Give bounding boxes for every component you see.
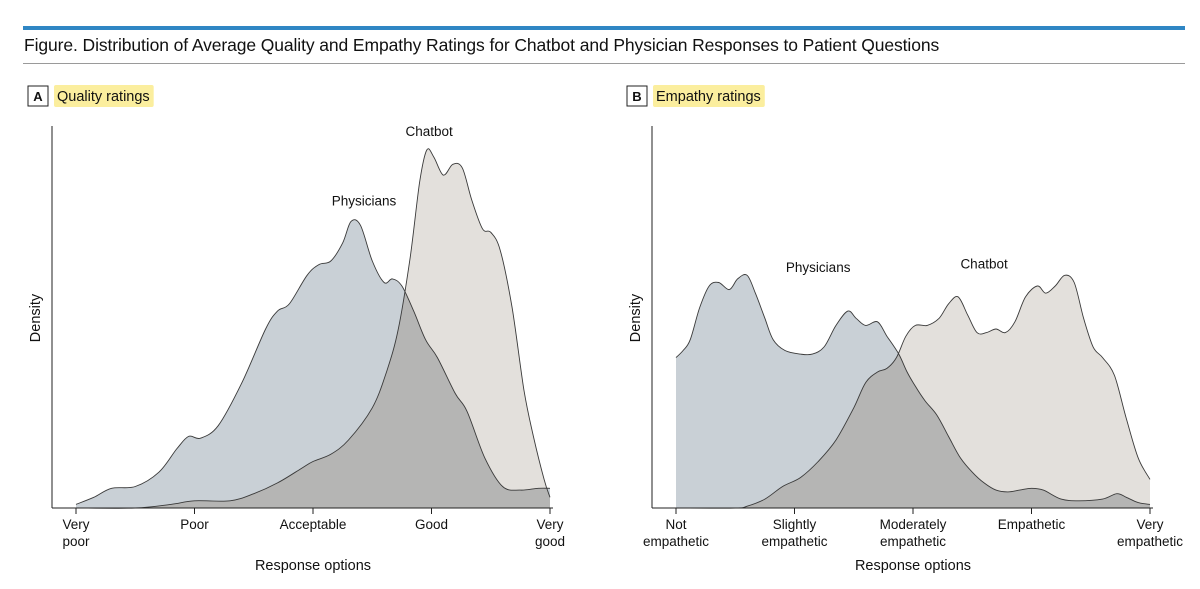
x-tick-label: Empathetic: [998, 517, 1066, 532]
series-label-physicians: Physicians: [786, 260, 851, 275]
panel-letter-box: [27, 85, 49, 107]
x-tick-label: poor: [62, 534, 90, 549]
panel-a: A Quality ratings Very poor Poor Acceptable Go…: [27, 85, 565, 574]
x-axis-title: Response options: [255, 558, 371, 574]
x-axis-title: Response options: [855, 558, 971, 574]
x-tick-label: Slightly: [773, 517, 817, 532]
x-tick-label: Very: [536, 517, 563, 532]
physicians-density-line: [675, 274, 1151, 505]
x-tick-label: Very: [1136, 517, 1163, 532]
figure-title: Figure. Distribution of Average Quality …: [24, 35, 940, 55]
series-label-chatbot: Chatbot: [960, 256, 1008, 271]
panel-title: Empathy ratings: [656, 89, 761, 105]
x-tick-label: Very: [62, 517, 89, 532]
panel-b: B Empathy ratings Not empathetic Slightly emp…: [626, 85, 1183, 574]
panel-letter: A: [33, 89, 43, 104]
chatbot-density-line: [675, 274, 1151, 509]
x-tick-label: Moderately: [880, 517, 947, 532]
x-tick-label: good: [535, 534, 565, 549]
series-label-physicians: Physicians: [332, 194, 397, 209]
y-axis-title: Density: [28, 293, 44, 342]
x-tick-label: empathetic: [1117, 534, 1183, 549]
x-tick-label: Good: [415, 517, 448, 532]
panel-title-highlight: [54, 85, 154, 107]
title-divider: [23, 63, 1185, 64]
x-tick-label: Acceptable: [280, 517, 347, 532]
chatbot-density-line: [75, 148, 551, 509]
x-tick-label: Poor: [180, 517, 209, 532]
panel-letter-box: [626, 85, 648, 107]
panel-title-highlight: [653, 85, 765, 107]
top-accent-rule: [23, 26, 1185, 30]
y-axis-title: Density: [628, 293, 644, 342]
x-tick-label: Not: [665, 517, 686, 532]
panel-letter: B: [632, 89, 641, 104]
x-tick-label: empathetic: [880, 534, 946, 549]
x-tick-label: empathetic: [761, 534, 827, 549]
series-label-chatbot: Chatbot: [405, 124, 453, 139]
physicians-density-line: [75, 219, 551, 505]
x-tick-label: empathetic: [643, 534, 709, 549]
panel-title: Quality ratings: [57, 89, 150, 105]
